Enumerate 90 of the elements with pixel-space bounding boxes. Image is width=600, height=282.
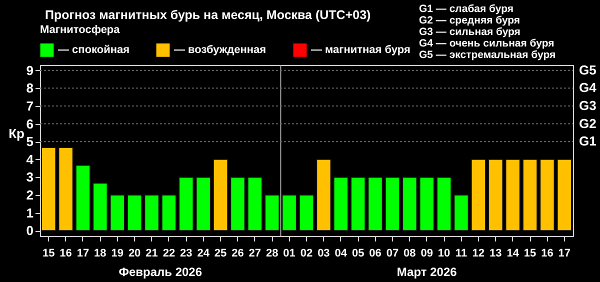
bar [454, 194, 469, 232]
bar [75, 164, 91, 232]
x-tick-label: 11 [455, 248, 468, 260]
text: G1 — слабая буря [419, 3, 514, 15]
y-axis-title: Кр [8, 126, 25, 141]
text: G2 — средняя буря [419, 14, 520, 26]
bar [161, 194, 177, 232]
x-tick-label: 27 [248, 248, 262, 260]
text: Февраль 2026 [118, 265, 202, 279]
bar [41, 146, 56, 232]
text: G3 — сильная буря [419, 26, 520, 38]
chart-title: Прогноз магнитных бурь на месяц, Москва (UTC+03) [45, 8, 371, 22]
ref-line-label: G3 [579, 98, 596, 113]
legend-label: — спокойная [58, 44, 130, 56]
legend-title: Магнитосфера [40, 24, 121, 36]
bar [333, 176, 348, 232]
x-tick-label: 28 [266, 248, 278, 260]
x-tick-label: 16 [541, 248, 554, 260]
x-tick-label: 14 [506, 248, 520, 260]
y-tick-label: 6 [26, 116, 34, 132]
x-tick-label: 19 [111, 248, 124, 260]
x-tick-label: 03 [318, 248, 330, 260]
x-tick-label: 18 [94, 248, 106, 260]
x-tick-label: 23 [180, 248, 192, 260]
bar [350, 176, 366, 232]
text: G4 — очень сильная буря [419, 38, 554, 50]
x-tick-label: 10 [438, 248, 450, 260]
bar [282, 194, 297, 232]
x-tick-label: 22 [162, 248, 176, 260]
bar [126, 194, 142, 232]
y-tick-label: 0 [26, 223, 34, 238]
bar [505, 158, 520, 232]
bar [178, 176, 194, 232]
x-tick-label: 21 [146, 248, 158, 260]
x-tick-label: 16 [60, 248, 72, 260]
text: G5 — экстремальная буря [419, 49, 556, 61]
bar [470, 158, 486, 232]
x-tick-label: 26 [232, 248, 244, 260]
x-tick-label: 24 [197, 248, 210, 260]
ref-line-label: G2 [579, 116, 596, 131]
x-tick-label: 15 [42, 248, 55, 260]
ref-line-label: G5 [579, 62, 596, 78]
x-tick-label: 15 [524, 248, 536, 260]
x-tick-label: 17 [76, 248, 90, 260]
bar [247, 176, 263, 232]
y-tick-label: 2 [26, 188, 34, 203]
bar [540, 158, 555, 232]
x-tick-label: 06 [369, 248, 382, 260]
bar [110, 194, 125, 232]
bar [488, 158, 504, 232]
x-tick-label: 01 [283, 248, 296, 260]
x-tick-label: 02 [300, 248, 313, 260]
bar [402, 176, 418, 232]
y-tick-label: 4 [26, 152, 34, 167]
y-tick-label: 3 [26, 170, 34, 185]
legend-label: — возбужденная [174, 44, 266, 56]
x-tick-label: 20 [128, 248, 141, 260]
bar [556, 158, 572, 232]
y-tick-label: 5 [26, 134, 34, 150]
x-tick-label: 13 [490, 248, 502, 260]
x-tick-label: 07 [386, 248, 399, 260]
x-tick-label: 17 [558, 248, 571, 260]
bar [264, 194, 280, 232]
x-tick-label: 05 [352, 248, 364, 260]
x-tick-label: 04 [334, 248, 348, 260]
ref-line-label: G1 [579, 134, 596, 149]
y-tick-label: 9 [26, 62, 34, 78]
bar [58, 146, 74, 232]
bar [419, 176, 434, 232]
bar [144, 194, 160, 232]
y-tick-label: 7 [26, 98, 34, 114]
text: Март 2026 [396, 265, 458, 279]
y-tick-label: 1 [26, 205, 34, 220]
bar [212, 158, 228, 232]
x-tick-label: 08 [404, 248, 416, 260]
legend-label: — магнитная буря [311, 44, 410, 56]
bar [384, 176, 400, 232]
bar [230, 176, 246, 232]
bar [196, 176, 211, 232]
bar [92, 182, 108, 232]
bar [522, 158, 538, 232]
x-tick-label: 25 [214, 248, 227, 260]
x-tick-label: 09 [420, 248, 433, 260]
y-tick-label: 8 [26, 80, 34, 96]
bar [316, 158, 332, 232]
bar [368, 176, 383, 232]
bar [298, 194, 314, 232]
x-tick-label: 12 [472, 248, 485, 260]
bar [436, 176, 452, 232]
ref-line-label: G4 [579, 80, 598, 96]
